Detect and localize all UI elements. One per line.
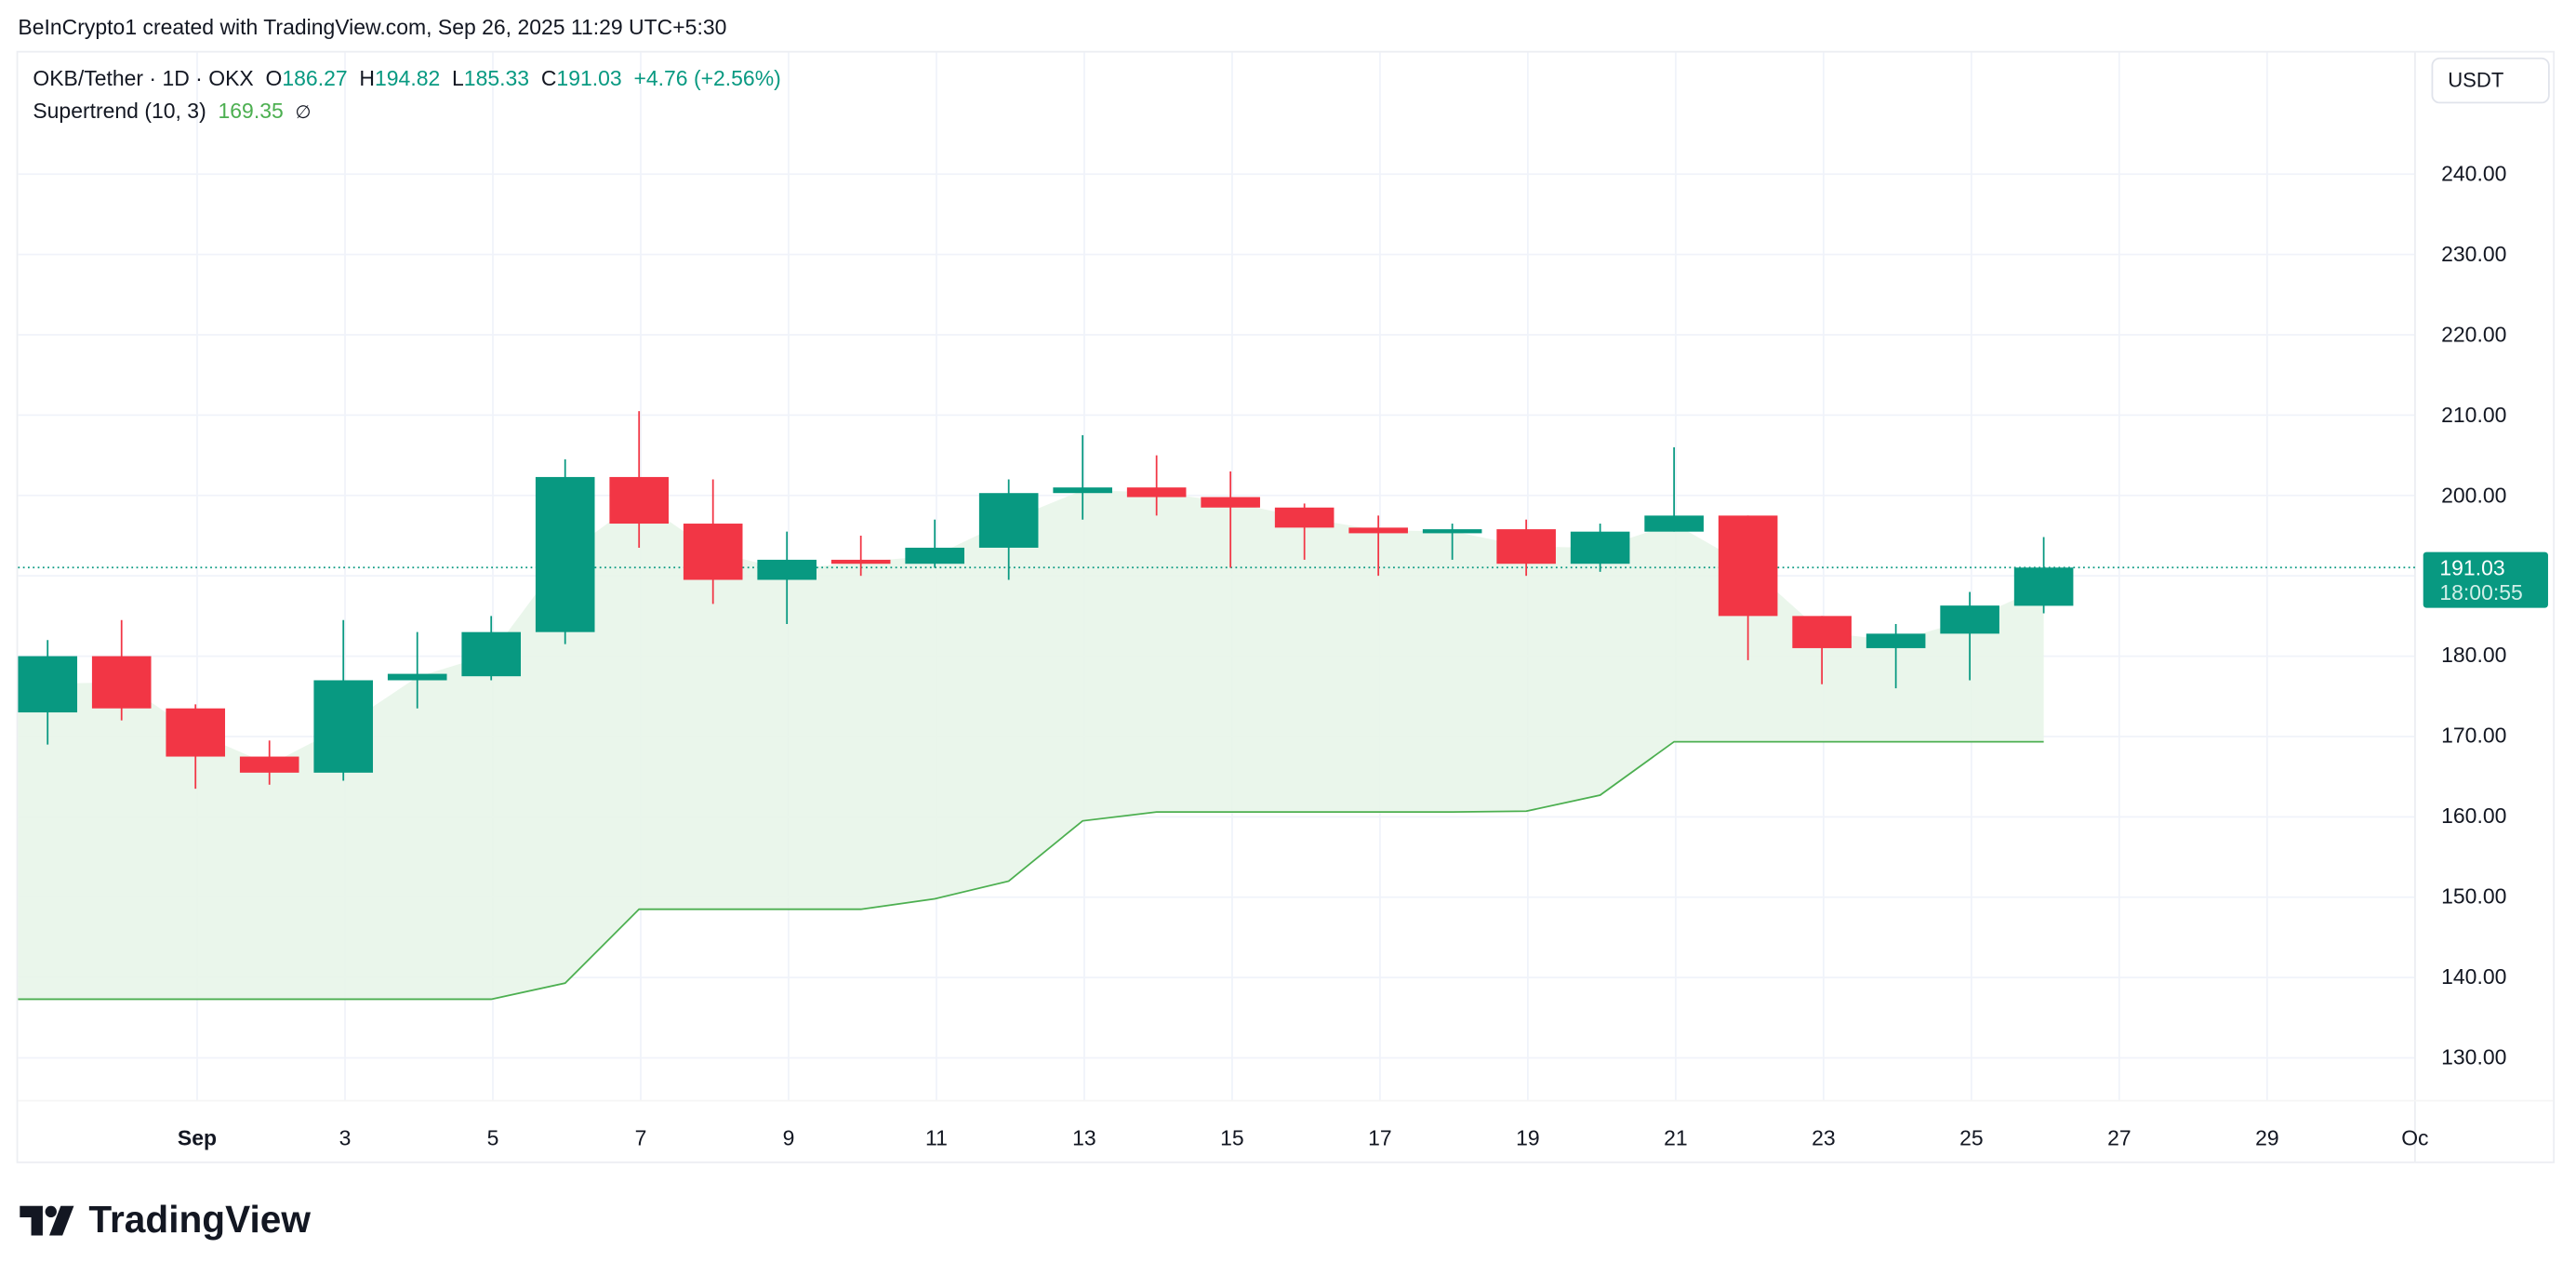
time-tick-label: 27 [2107, 1125, 2131, 1150]
price-tick-label: 240.00 [2441, 161, 2507, 186]
indicator-value: 169.35 [218, 98, 284, 124]
data-window-hidden-icon[interactable]: ∅ [295, 103, 312, 124]
low-label: L [452, 65, 464, 91]
candle-body [313, 680, 374, 773]
candle-body [905, 547, 964, 564]
high-label: H [359, 65, 376, 91]
supertrend-line [18, 740, 2044, 1001]
price-tick-label: 220.00 [2441, 321, 2507, 347]
time-tick-label: 15 [1220, 1125, 1244, 1150]
bar-countdown: 18:00:55 [2439, 579, 2523, 605]
logo-text: TradingView [88, 1197, 311, 1241]
candle-body [535, 476, 595, 632]
candle-body [683, 524, 743, 580]
candle-body [609, 476, 669, 525]
price-tick-label: 140.00 [2441, 963, 2507, 989]
time-tick-label: 21 [1664, 1125, 1688, 1150]
chart-frame [16, 50, 2556, 1163]
high-value: 194.82 [375, 65, 441, 91]
time-tick-label: Sep [177, 1125, 218, 1150]
candle-body [1422, 529, 1482, 534]
last-price-label: 191.03 18:00:55 [2423, 551, 2548, 608]
open-label: O [265, 65, 283, 91]
price-tick-label: 210.00 [2441, 402, 2507, 427]
time-tick-label: 5 [486, 1125, 499, 1150]
candle-body [18, 656, 78, 713]
close-label: C [540, 65, 557, 91]
price-tick-label: 150.00 [2441, 883, 2507, 910]
tradingview-logo[interactable]: TradingView [20, 1198, 311, 1242]
candle-body [91, 656, 152, 709]
price-tick-label: 180.00 [2441, 643, 2507, 668]
candle-body [1348, 527, 1408, 534]
time-tick-label: 29 [2255, 1125, 2279, 1150]
currency-button[interactable]: USDT [2431, 57, 2550, 104]
change-value: +4.76 (+2.56%) [633, 65, 781, 91]
candle-body [978, 493, 1039, 548]
indicator-legend: Supertrend (10, 3) 169.35 ∅ [33, 99, 311, 123]
price-tick-label: 200.00 [2441, 482, 2507, 508]
price-tick-label: 160.00 [2441, 804, 2507, 829]
candle-body [1053, 487, 1112, 494]
candle-body [1274, 507, 1334, 528]
low-value: 185.33 [463, 65, 530, 91]
price-tick-label: 230.00 [2441, 241, 2507, 266]
last-price: 191.03 [2439, 555, 2505, 580]
candle-body [757, 559, 817, 580]
candle-body [1792, 616, 1852, 648]
symbol-legend: OKB/Tether · 1D · OKX O186.27 H194.82 L1… [33, 66, 780, 90]
time-tick-label: Oc [2401, 1125, 2429, 1150]
indicator-title[interactable]: Supertrend (10, 3) [33, 98, 206, 124]
time-tick-label: 7 [634, 1125, 647, 1150]
time-tick-label: 11 [925, 1125, 948, 1150]
supertrend-fill [18, 490, 2044, 1000]
price-tick-label: 170.00 [2441, 723, 2507, 749]
candle-body [1201, 497, 1260, 508]
time-tick-label: 9 [782, 1125, 795, 1150]
candle-body [830, 559, 891, 564]
candle-body [239, 756, 299, 773]
time-tick-label: 25 [1959, 1125, 1984, 1150]
price-tick-label: 130.00 [2441, 1044, 2507, 1069]
time-tick-label: 17 [1368, 1125, 1392, 1150]
close-value: 191.03 [556, 65, 622, 91]
candle-body [2013, 567, 2074, 606]
candle-body [1126, 487, 1187, 498]
candle-body [166, 708, 226, 757]
tradingview-logo-icon [20, 1204, 74, 1235]
open-value: 186.27 [282, 65, 348, 91]
candle-body [387, 673, 447, 681]
time-tick-label: 13 [1072, 1125, 1096, 1150]
candle-body [461, 631, 522, 677]
symbol-title[interactable]: OKB/Tether · 1D · OKX [33, 65, 254, 91]
time-tick-label: 3 [339, 1125, 352, 1150]
chart-credit: BeInCrypto1 created with TradingView.com… [18, 14, 727, 40]
candle-body [1496, 529, 1556, 564]
candle-body [1718, 515, 1778, 617]
candle-body [1644, 515, 1704, 532]
candle-body [1866, 633, 1926, 648]
time-tick-label: 23 [1812, 1125, 1836, 1150]
candle-body [1940, 605, 1999, 634]
candle-body [1570, 531, 1630, 564]
time-tick-label: 19 [1516, 1125, 1540, 1150]
